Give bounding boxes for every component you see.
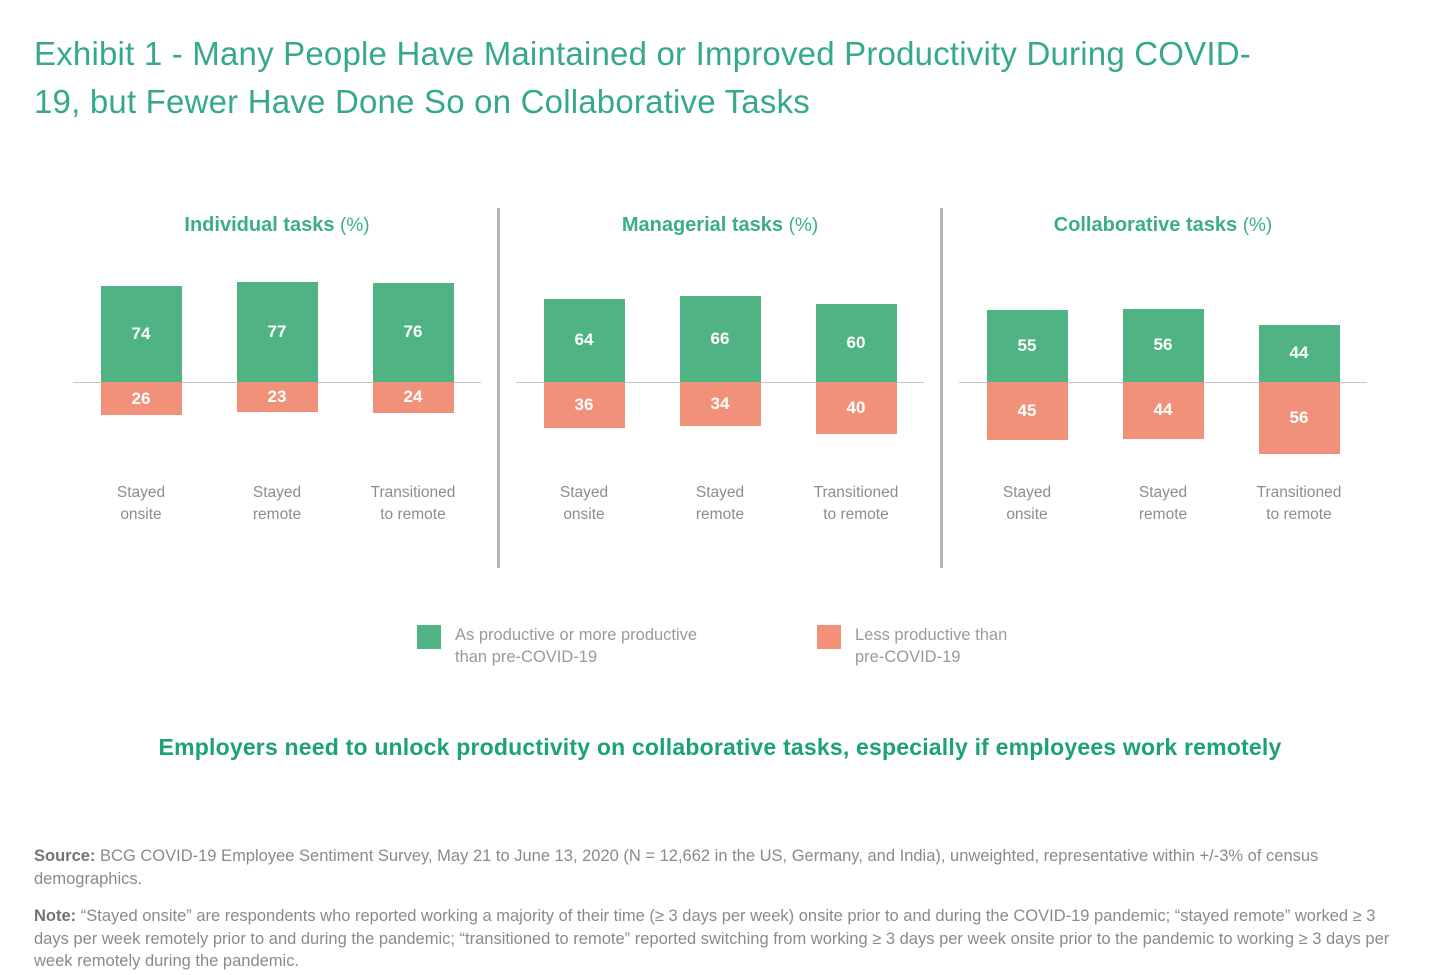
bar: 77 23 [209, 272, 345, 462]
bar: 76 24 [345, 272, 481, 462]
negative-value: 36 [574, 395, 594, 415]
panel-divider [497, 207, 500, 568]
source-note: Source: BCG COVID-19 Employee Sentiment … [34, 845, 1406, 891]
bar-negative-segment: 44 [1122, 381, 1204, 439]
bar: 66 34 [652, 272, 788, 462]
legend-swatch [817, 624, 841, 649]
bar-group: 55 45 56 44 44 56 [959, 272, 1367, 462]
positive-value: 66 [710, 328, 730, 348]
positive-value: 74 [131, 323, 151, 343]
positive-value: 76 [403, 322, 423, 342]
bar-negative-segment: 45 [986, 381, 1068, 441]
bar-positive-segment: 60 [815, 303, 897, 382]
source-label: Source: [34, 847, 96, 866]
bar-group: 64 36 66 34 60 40 [516, 272, 924, 462]
category-label: Stayed onsite [116, 483, 166, 524]
negative-value: 40 [846, 397, 866, 417]
source-text: BCG COVID-19 Employee Sentiment Survey, … [34, 847, 1319, 888]
bar-positive-segment: 44 [1258, 324, 1340, 382]
bar-positive-segment: 77 [236, 281, 318, 382]
chart-panel-collaborative: Collaborative tasks (%) 55 45 56 44 44 56 Staye… [959, 214, 1367, 527]
method-note: Note: “Stayed onsite” are respondents wh… [34, 905, 1406, 973]
negative-value: 26 [131, 388, 151, 408]
category-labels: Stayed onsite Stayed remote Transitioned to r… [959, 482, 1367, 527]
footnotes: Source: BCG COVID-19 Employee Sentiment … [34, 845, 1406, 973]
chart-panel-individual: Individual tasks (%) 74 26 77 23 76 24 Stayed on… [73, 214, 481, 527]
category-label: Transitioned to remote [813, 483, 899, 524]
positive-value: 44 [1289, 343, 1309, 363]
positive-value: 60 [846, 332, 866, 352]
category-label: Transitioned to remote [370, 483, 456, 524]
bar-negative-segment: 56 [1258, 381, 1340, 455]
bar-positive-segment: 74 [100, 285, 182, 382]
panel-title: Managerial tasks (%) [621, 213, 819, 236]
bar: 64 36 [516, 272, 652, 462]
bar-positive-segment: 76 [372, 282, 454, 382]
negative-value: 23 [267, 386, 287, 406]
bar-negative-segment: 40 [815, 381, 897, 434]
panel-divider [940, 207, 943, 568]
legend-label: As productive or more productive than pr… [455, 625, 698, 666]
chart-panels: Individual tasks (%) 74 26 77 23 76 24 Stayed on… [34, 207, 1406, 568]
category-label: Stayed remote [695, 483, 745, 524]
chart-panel-managerial: Managerial tasks (%) 64 36 66 34 60 40 Stayed on… [516, 214, 924, 527]
category-label: Stayed onsite [559, 483, 609, 524]
bar: 44 56 [1231, 272, 1367, 462]
bar-group: 74 26 77 23 76 24 [73, 272, 481, 462]
negative-value: 24 [403, 387, 423, 407]
legend-swatch [417, 624, 441, 649]
legend-item: Less productive than pre-COVID-19 [817, 624, 1023, 669]
positive-value: 77 [267, 321, 287, 341]
legend-label: Less productive than pre-COVID-19 [855, 625, 1008, 666]
negative-value: 56 [1289, 408, 1309, 428]
bar-negative-segment: 36 [543, 381, 625, 429]
category-labels: Stayed onsite Stayed remote Transitioned to r… [516, 482, 924, 527]
bar-negative-segment: 34 [679, 381, 761, 426]
bar-positive-segment: 66 [679, 295, 761, 382]
category-label: Stayed remote [1138, 483, 1188, 524]
negative-value: 34 [710, 393, 730, 413]
bar-positive-segment: 64 [543, 298, 625, 382]
bar-negative-segment: 26 [100, 381, 182, 416]
exhibit-title: Exhibit 1 - Many People Have Maintained … [34, 35, 1251, 120]
bar-negative-segment: 24 [372, 381, 454, 413]
negative-value: 45 [1017, 400, 1037, 420]
bar: 55 45 [959, 272, 1095, 462]
bar-positive-segment: 56 [1122, 308, 1204, 382]
negative-value: 44 [1153, 400, 1173, 420]
takeaway-text: Employers need to unlock productivity on… [158, 734, 1282, 761]
positive-value: 64 [574, 330, 594, 350]
positive-value: 56 [1153, 335, 1173, 355]
positive-value: 55 [1017, 335, 1037, 355]
bar-negative-segment: 23 [236, 381, 318, 412]
legend-item: As productive or more productive than pr… [417, 624, 727, 669]
category-label: Stayed onsite [1002, 483, 1052, 524]
bar: 60 40 [788, 272, 924, 462]
bar: 74 26 [73, 272, 209, 462]
note-text: “Stayed onsite” are respondents who repo… [34, 906, 1390, 971]
note-label: Note: [34, 906, 77, 925]
legend: As productive or more productive than pr… [34, 624, 1406, 669]
panel-title: Collaborative tasks (%) [1053, 213, 1273, 236]
category-labels: Stayed onsite Stayed remote Transitioned to r… [73, 482, 481, 527]
panel-title: Individual tasks (%) [184, 213, 370, 236]
bar: 56 44 [1095, 272, 1231, 462]
category-label: Transitioned to remote [1256, 483, 1342, 524]
bar-positive-segment: 55 [986, 310, 1068, 382]
category-label: Stayed remote [252, 483, 302, 524]
